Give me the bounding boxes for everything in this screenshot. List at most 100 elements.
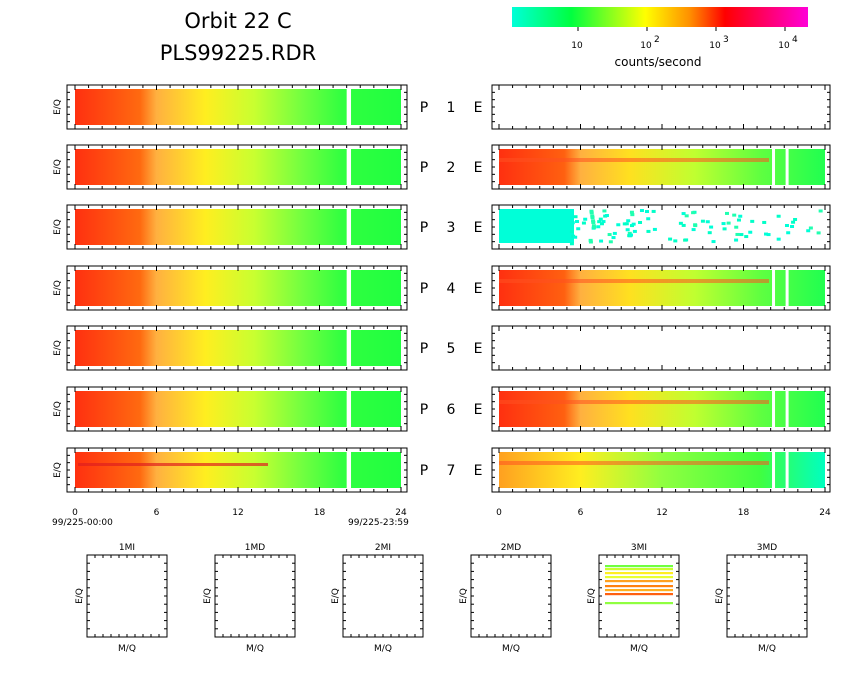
- p-ylabel: E/Q: [53, 280, 63, 296]
- p-ylabel: E/Q: [53, 462, 63, 478]
- e-row-label: E: [474, 220, 483, 236]
- e-sparse-cell: [738, 214, 743, 218]
- e-sparse-cell: [684, 214, 689, 218]
- p-row-label: P: [420, 100, 428, 116]
- e-x-tick-label: 18: [738, 508, 750, 518]
- e-data-gap: [785, 390, 789, 428]
- e-sparse-cell: [646, 229, 651, 233]
- p-row-3: E/Q P 3: [53, 204, 455, 250]
- mass-xlabel: M/Q: [502, 644, 520, 654]
- e-sparse-cell: [616, 223, 621, 227]
- p-ylabel: E/Q: [53, 219, 63, 235]
- e-sparse-cell: [612, 231, 617, 235]
- e-sparse-cell: [734, 225, 739, 229]
- mass-ylabel: E/Q: [75, 588, 85, 604]
- e-data-gap: [785, 148, 789, 186]
- e-band: [499, 461, 769, 465]
- colorbar-tick-label: 10: [709, 41, 721, 51]
- e-sparse-cell: [589, 209, 594, 213]
- p-x-tick-label: 0: [72, 508, 78, 518]
- e-sparse-cell: [608, 240, 613, 244]
- e-sparse-cell: [806, 229, 811, 233]
- mass-panel-3md: 3MD M/Q E/Q: [715, 543, 808, 654]
- e-column: E E E E E E E 0 6 12 18 24: [474, 84, 831, 518]
- p-row-2: E/Q P 2: [53, 144, 456, 190]
- p-channel-label: 5: [447, 341, 456, 357]
- mass-panel-frame: [342, 554, 424, 638]
- colorbar-tick-exp: 3: [723, 35, 729, 45]
- e-sparse-cell: [629, 233, 634, 237]
- e-sparse-cell: [681, 223, 686, 227]
- e-sparse-cell: [624, 222, 629, 226]
- mass-panel-1md: 1MD M/Q E/Q: [203, 543, 296, 654]
- e-data-gap: [772, 390, 776, 428]
- mass-xlabel: M/Q: [630, 644, 648, 654]
- e-sparse-cell: [627, 231, 632, 235]
- mass-panel-title: 2MD: [501, 543, 521, 553]
- e-sparse-cell: [736, 218, 741, 222]
- p-x-tick-label: 12: [232, 508, 243, 518]
- p-ylabel: E/Q: [53, 401, 63, 417]
- e-sparse-cell: [762, 220, 767, 224]
- p-data-gap: [346, 329, 352, 367]
- p-row-label: P: [420, 341, 428, 357]
- mass-ylabel: E/Q: [587, 588, 597, 604]
- e-heat-cells: [499, 209, 574, 243]
- e-sparse-cell: [693, 224, 698, 228]
- e-sparse-cell: [691, 228, 696, 232]
- p-ylabel: E/Q: [53, 99, 63, 115]
- e-x-tick-label: 0: [496, 508, 502, 518]
- e-sparse-cell: [573, 235, 578, 239]
- e-band: [499, 400, 769, 404]
- p-row-label: P: [420, 281, 428, 297]
- mass-band: [605, 572, 673, 575]
- e-sparse-cell: [630, 213, 635, 217]
- e-sparse-cell: [590, 216, 595, 220]
- p-heat-cells: [75, 149, 401, 185]
- e-row-6: E: [474, 386, 831, 432]
- e-row-label: E: [474, 341, 483, 357]
- mass-panel-title: 1MI: [119, 543, 135, 553]
- mass-band: [605, 602, 673, 605]
- mass-panel-title: 3MI: [631, 543, 647, 553]
- e-sparse-cell: [581, 221, 586, 225]
- e-row-1: E: [474, 84, 831, 130]
- e-row-label: E: [474, 402, 483, 418]
- p-data-gap: [346, 148, 352, 186]
- e-sparse-cell: [705, 220, 710, 224]
- e-band: [499, 279, 769, 283]
- p-channel-label: 6: [447, 402, 456, 418]
- e-row-2: E: [474, 144, 831, 190]
- e-sparse-cell: [711, 240, 716, 244]
- e-sparse-cell: [625, 228, 630, 232]
- mass-ylabel: E/Q: [203, 588, 213, 604]
- p-channel-label: 4: [447, 281, 456, 297]
- e-sparse-cell: [732, 213, 737, 217]
- e-sparse-cell: [583, 217, 588, 221]
- mass-panel-frame: [726, 554, 808, 638]
- mass-panel-frame: [214, 554, 296, 638]
- mass-panels: 1MI M/Q E/Q 1MD M/Q E/Q 2MI M/Q E/Q 2MD M/Q E/Q 3MI M…: [75, 543, 808, 654]
- e-sparse-cell: [652, 227, 657, 231]
- e-sparse-cell: [632, 229, 637, 233]
- p-row-label: P: [420, 402, 428, 418]
- p-data-gap: [346, 208, 352, 246]
- mass-xlabel: M/Q: [758, 644, 776, 654]
- e-sparse-cell: [639, 209, 644, 213]
- e-sparse-cell: [597, 220, 602, 224]
- e-sparse-cell: [764, 232, 769, 236]
- e-sparse-cell: [569, 225, 574, 229]
- e-sparse-cell: [645, 210, 650, 214]
- e-sparse-cell: [569, 242, 574, 246]
- p-row-label: P: [420, 463, 428, 479]
- e-sparse-cell: [748, 230, 753, 234]
- p-channel-label: 7: [447, 463, 456, 479]
- p-heat-cells: [75, 452, 401, 488]
- mass-panel-2md: 2MD M/Q E/Q: [459, 543, 552, 654]
- colorbar-tick-exp: 4: [792, 35, 798, 45]
- p-data-gap: [346, 451, 352, 489]
- e-sparse-cell: [793, 217, 798, 221]
- p-channel-label: 2: [447, 160, 456, 176]
